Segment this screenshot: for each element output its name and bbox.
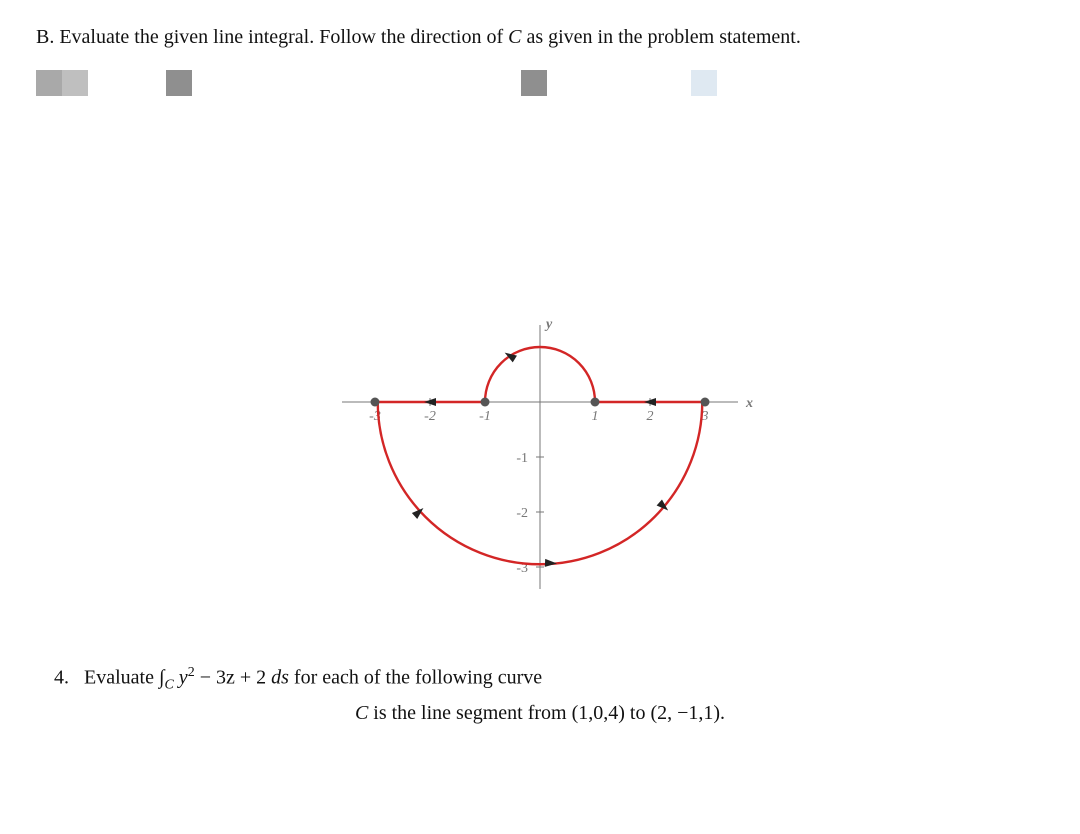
question-line-2: C is the line segment from (1,0,4) to (2… xyxy=(54,699,1026,727)
redaction-square xyxy=(166,70,192,96)
curve-diagram: -3-2-1123-1-2-3yx xyxy=(310,297,770,627)
integrand-mid: − 3z + 2 xyxy=(200,667,271,689)
q-line1-suffix: for each of the following curve xyxy=(294,667,542,689)
chart-container: -3-2-1123-1-2-3yx xyxy=(36,297,1044,627)
redaction-square xyxy=(62,70,88,96)
integral-sub: C xyxy=(164,678,173,693)
svg-text:1: 1 xyxy=(592,409,599,424)
line2-var: C xyxy=(355,702,368,724)
instruction-suffix: as given in the problem statement. xyxy=(526,26,800,48)
svg-text:x: x xyxy=(745,396,753,411)
integrand-exp: 2 xyxy=(188,665,195,680)
redaction-square xyxy=(36,70,62,96)
integrand-diff: ds xyxy=(271,667,289,689)
svg-text:-1: -1 xyxy=(479,409,491,424)
svg-text:y: y xyxy=(544,317,553,332)
svg-text:-2: -2 xyxy=(516,506,528,521)
instruction-var: C xyxy=(508,26,521,48)
instruction-prefix: B. Evaluate the given line integral. Fol… xyxy=(36,26,508,48)
question-4: 4. Evaluate ∫C y2 − 3z + 2 ds for each o… xyxy=(54,663,1026,727)
redaction-row xyxy=(36,69,1044,97)
question-line-1: 4. Evaluate ∫C y2 − 3z + 2 ds for each o… xyxy=(54,663,1026,695)
integrand-a: y xyxy=(179,667,188,689)
question-number: 4. xyxy=(54,667,69,689)
svg-text:-1: -1 xyxy=(516,451,528,466)
redaction-square xyxy=(691,70,717,96)
svg-text:-2: -2 xyxy=(424,409,436,424)
section-instruction: B. Evaluate the given line integral. Fol… xyxy=(36,24,1044,51)
q-prefix: Evaluate xyxy=(84,667,159,689)
svg-text:2: 2 xyxy=(647,409,654,424)
line2-text: is the line segment from (1,0,4) to (2, … xyxy=(373,702,725,724)
redaction-square xyxy=(521,70,547,96)
